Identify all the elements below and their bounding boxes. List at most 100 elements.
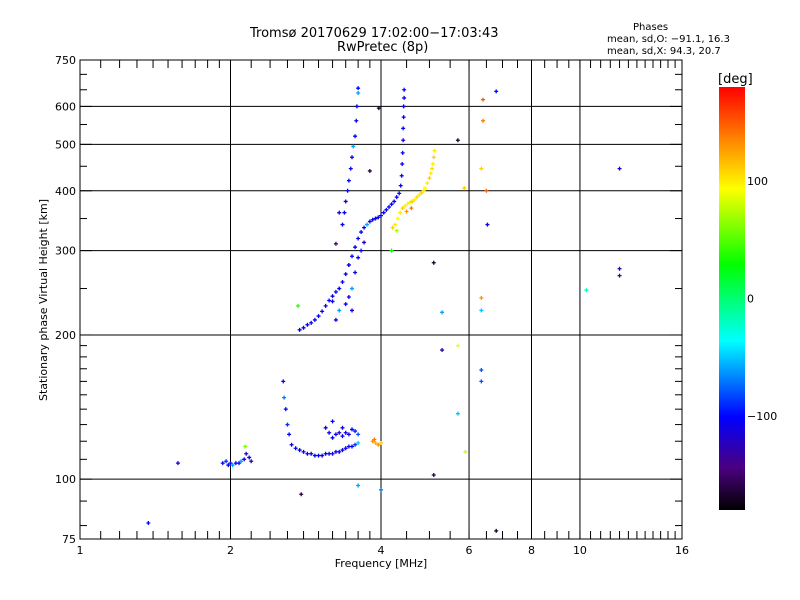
data-point [323, 303, 328, 308]
data-point [289, 442, 294, 447]
data-point [340, 279, 345, 284]
data-point [584, 288, 589, 293]
data-point [484, 188, 489, 193]
data-point [402, 95, 407, 100]
x-tick-label: 6 [466, 544, 473, 557]
data-point [327, 451, 332, 456]
data-point [479, 367, 484, 372]
data-point [287, 432, 292, 437]
data-point [230, 463, 235, 468]
data-point [346, 432, 351, 437]
data-point [494, 89, 499, 94]
data-point [337, 449, 342, 454]
data-point [242, 457, 247, 462]
data-point [431, 155, 436, 160]
data-point [243, 444, 248, 449]
data-point [455, 411, 460, 416]
data-point [364, 222, 369, 227]
data-point [351, 144, 356, 149]
data-point [419, 190, 424, 195]
x-tick-label: 2 [227, 544, 234, 557]
data-point [404, 209, 409, 214]
data-point [237, 461, 242, 466]
data-point [362, 225, 367, 230]
data-point [356, 483, 361, 488]
data-point [333, 432, 338, 437]
data-point [381, 210, 386, 215]
stats-title: Phases [633, 22, 669, 33]
data-point [327, 298, 332, 303]
data-point [316, 314, 321, 319]
data-point [376, 106, 381, 111]
data-point [455, 138, 460, 143]
data-point [316, 453, 321, 458]
data-point [431, 260, 436, 265]
y-tick-label: 400 [55, 185, 76, 198]
data-point [376, 215, 381, 220]
data-point [414, 195, 419, 200]
data-point [362, 240, 367, 245]
data-point [330, 294, 335, 299]
data-point [309, 451, 314, 456]
data-point [312, 453, 317, 458]
stats-x-mode: mean, sd,X: 94.3, 20.7 [607, 46, 721, 57]
data-point [403, 203, 408, 208]
colorbar-tick-labels: 100 0 −100 [747, 175, 777, 423]
data-point [350, 427, 355, 432]
data-point [356, 432, 361, 437]
data-point [359, 230, 364, 235]
data-point [247, 455, 252, 460]
chart-title: Tromsø 20170629 17:02:00−17:03:43 [250, 26, 499, 41]
data-point [350, 444, 355, 449]
data-point [296, 303, 301, 308]
data-point [175, 461, 180, 466]
data-point [428, 171, 433, 176]
data-point [367, 168, 372, 173]
data-point [379, 440, 383, 445]
data-point [320, 453, 325, 458]
data-point [330, 419, 335, 424]
data-point [373, 216, 378, 221]
data-point [405, 201, 410, 206]
y-tick-label: 200 [55, 329, 76, 342]
data-point [409, 206, 414, 211]
data-point [400, 150, 405, 155]
data-point [481, 118, 486, 123]
data-point [399, 173, 404, 178]
data-point [394, 228, 399, 233]
data-point [479, 379, 484, 384]
data-point [373, 440, 378, 445]
data-point [430, 161, 435, 166]
grid-lines [80, 60, 682, 539]
data-point [244, 451, 249, 456]
data-point [479, 308, 484, 313]
data-point [386, 204, 391, 209]
data-point [440, 310, 445, 315]
data-point [440, 348, 445, 353]
data-point [617, 166, 622, 171]
data-point [340, 425, 345, 430]
x-tick-label: 4 [378, 544, 385, 557]
data-point [417, 192, 422, 197]
data-point [343, 302, 348, 307]
data-point [432, 148, 437, 153]
data-point [354, 118, 359, 123]
data-point [297, 327, 302, 332]
data-point [481, 97, 486, 102]
data-point [617, 273, 622, 278]
data-point [401, 104, 406, 109]
data-point [343, 272, 348, 277]
y-tick-label: 600 [55, 100, 76, 113]
data-point [320, 309, 325, 314]
data-point [353, 245, 358, 250]
data-point [398, 183, 403, 188]
y-axis-label: Stationary phase Virtual Height [km] [37, 199, 50, 401]
y-tick-label: 75 [62, 533, 76, 546]
data-point [293, 446, 298, 451]
data-point [224, 459, 229, 464]
data-point [337, 430, 342, 435]
x-tick-labels: 1 2 4 6 8 10 16 [77, 544, 690, 557]
data-point [395, 216, 400, 221]
data-point [421, 188, 426, 193]
